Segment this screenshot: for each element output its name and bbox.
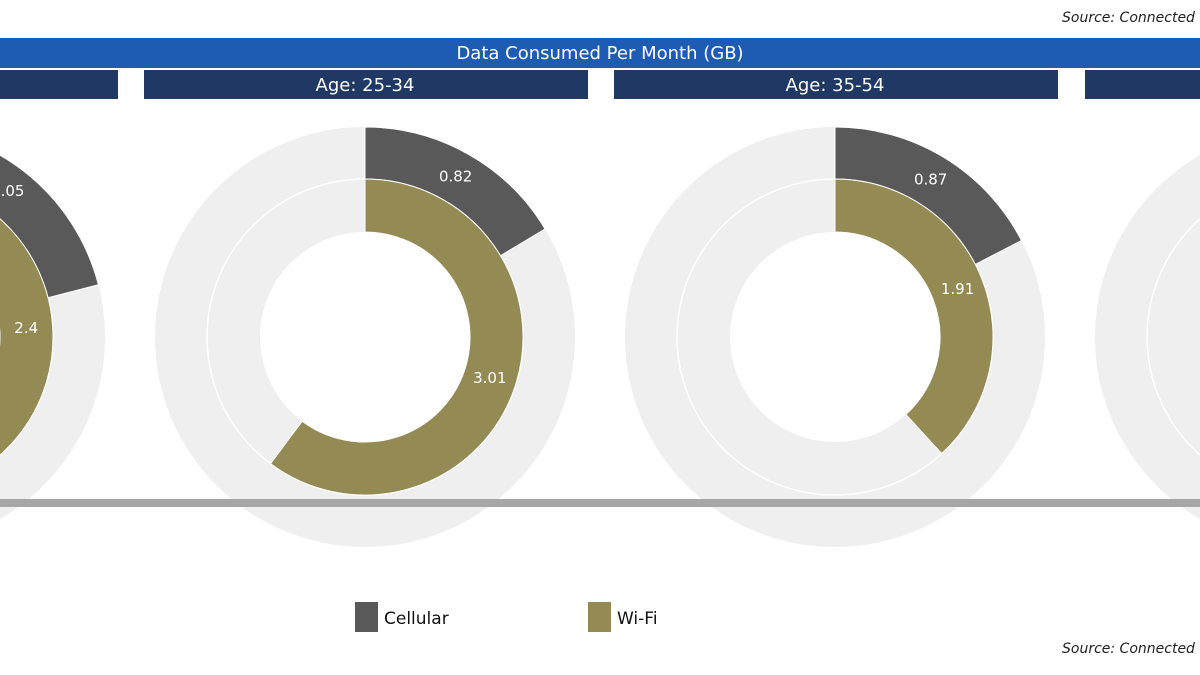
data-label: 0.82 (439, 167, 472, 185)
donut-segment (834, 178, 994, 455)
panel-header (0, 70, 118, 99)
title-bar (0, 38, 1200, 68)
source: Source: Connected (1062, 641, 1195, 657)
panel-header (614, 70, 1058, 99)
panel-title: Age: 25-34 (316, 75, 415, 96)
legend-swatch (588, 602, 611, 632)
data-label: 3.01 (473, 369, 506, 387)
divider-bar (0, 499, 1200, 507)
data-label: 1.05 (0, 182, 24, 200)
data-label: 1.91 (941, 280, 974, 298)
panel-title: Age: 35-54 (786, 75, 885, 96)
legend-label: Cellular (384, 609, 449, 629)
donut-segment (0, 154, 100, 299)
ring-hole (260, 232, 470, 442)
ring-divider (1146, 217, 1200, 457)
data-label: 2.4 (14, 319, 38, 337)
legend-swatch (355, 602, 378, 632)
donut-segment (0, 218, 54, 456)
data-label: 0.87 (914, 170, 947, 188)
panel-header (144, 70, 588, 99)
panel-header (1085, 70, 1200, 99)
source: Source: Connected (1062, 10, 1195, 26)
background-layer (0, 127, 1200, 547)
chart-title: Data Consumed Per Month (GB) (456, 43, 743, 64)
donut-segment (269, 178, 524, 496)
legend-label: Wi-Fi (617, 609, 658, 629)
ring-hole (730, 232, 940, 442)
